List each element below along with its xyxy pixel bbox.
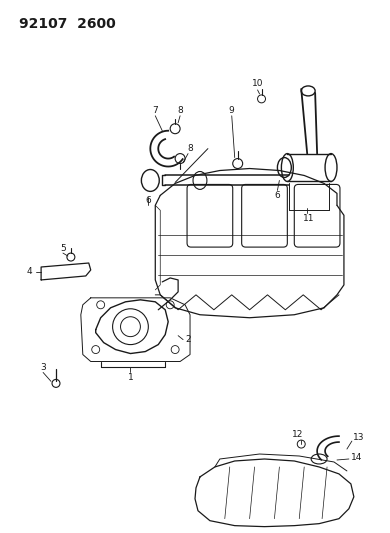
- Text: 12: 12: [292, 430, 303, 439]
- Text: 10: 10: [252, 79, 263, 88]
- Text: 7: 7: [152, 106, 158, 115]
- Text: 11: 11: [303, 214, 315, 223]
- Text: 5: 5: [60, 244, 66, 253]
- Text: 9: 9: [229, 106, 235, 115]
- Text: 13: 13: [353, 433, 365, 442]
- Text: 8: 8: [187, 144, 193, 153]
- Text: 14: 14: [351, 453, 363, 462]
- Text: 4: 4: [27, 268, 32, 277]
- Text: 2: 2: [185, 335, 191, 344]
- Text: 6: 6: [275, 191, 280, 200]
- Text: 1: 1: [128, 373, 133, 382]
- Text: 3: 3: [40, 363, 46, 372]
- Text: 92107  2600: 92107 2600: [19, 17, 116, 31]
- Text: 6: 6: [145, 196, 151, 205]
- Text: 8: 8: [177, 106, 183, 115]
